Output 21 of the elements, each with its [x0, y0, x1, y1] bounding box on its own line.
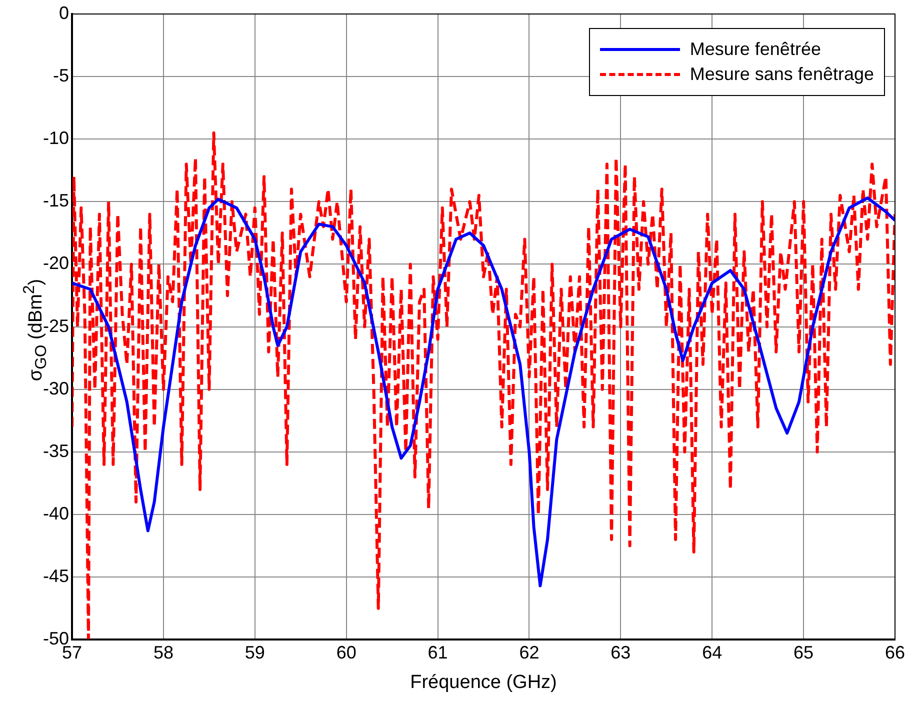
x-tick-label: 65: [794, 642, 814, 662]
x-tick-label: 61: [428, 642, 448, 662]
y-tick-label: -35: [43, 440, 70, 461]
x-tick-label: 62: [519, 642, 540, 662]
y-tick-label: 0: [59, 2, 70, 23]
x-tick-label: 58: [153, 642, 174, 662]
x-axis-title: Fréquence (GHz): [410, 672, 557, 693]
x-tick-label: 64: [702, 642, 722, 662]
y-tick-label: -5: [53, 66, 70, 86]
y-tick-label: -30: [43, 378, 70, 398]
x-tick-label: 63: [610, 642, 631, 662]
x-tick-label: 66: [884, 642, 906, 662]
y-tick-label: -20: [43, 253, 70, 274]
x-tick-label: 60: [336, 642, 356, 662]
y-tick-label: -40: [43, 503, 70, 524]
y-tick-label: -10: [43, 128, 70, 148]
x-tick-label: 59: [244, 642, 265, 662]
legend-label: Mesure fenêtrée: [690, 39, 821, 60]
y-tick-label: -15: [43, 190, 70, 211]
legend-label: Mesure sans fenêtrage: [690, 64, 874, 85]
y-tick-label: -45: [43, 566, 70, 586]
